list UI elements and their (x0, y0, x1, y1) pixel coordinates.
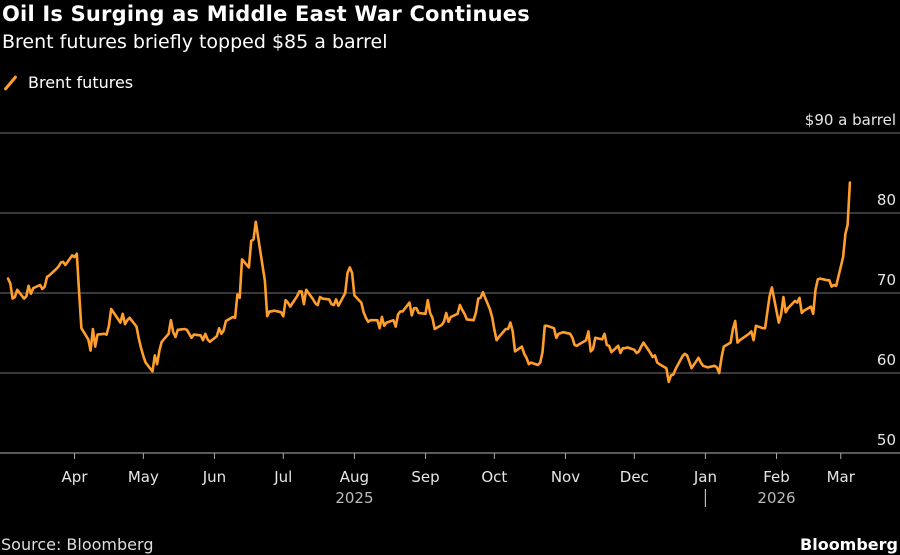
x-tick-label: Jul (273, 468, 292, 486)
x-tick-label: Mar (827, 468, 856, 486)
x-tick-label: Apr (62, 468, 89, 486)
x-tick-label: Feb (763, 468, 790, 486)
x-tick-label: Oct (481, 468, 507, 486)
gridlines (0, 132, 900, 454)
x-year-label: 2025 (335, 489, 373, 507)
source-note: Source: Bloomberg (1, 535, 154, 554)
series-line-brent-futures (6, 181, 852, 384)
chart-title: Oil Is Surging as Middle East War Contin… (2, 2, 530, 26)
x-tick-label: Dec (620, 468, 649, 486)
chart-subtitle: Brent futures briefly topped $85 a barre… (2, 31, 388, 53)
x-tick-label: Aug (340, 468, 369, 486)
legend-label: Brent futures (28, 73, 134, 92)
x-tick-label: Jun (202, 468, 226, 486)
x-tick-label: Jan (693, 468, 717, 486)
brand-logo: Bloomberg (800, 535, 898, 554)
y-axis-ticks: $90 a barrel 80 70 60 50 (805, 111, 896, 449)
x-tick-label: Sep (411, 468, 439, 486)
x-axis: Apr May Jun Jul Aug Sep Oct Nov Dec Jan Feb Mar 2025… (62, 453, 856, 507)
x-tick-label: May (128, 468, 159, 486)
x-tick-label: Nov (551, 468, 580, 486)
y-tick-label: 80 (877, 191, 896, 209)
y-tick-label: 50 (877, 431, 896, 449)
x-year-label: 2026 (757, 489, 795, 507)
y-tick-label: 60 (877, 351, 896, 369)
series-layer (6, 181, 852, 384)
y-tick-label: $90 a barrel (805, 111, 896, 129)
legend: Brent futures (2, 73, 133, 92)
y-tick-label: 70 (877, 271, 896, 289)
